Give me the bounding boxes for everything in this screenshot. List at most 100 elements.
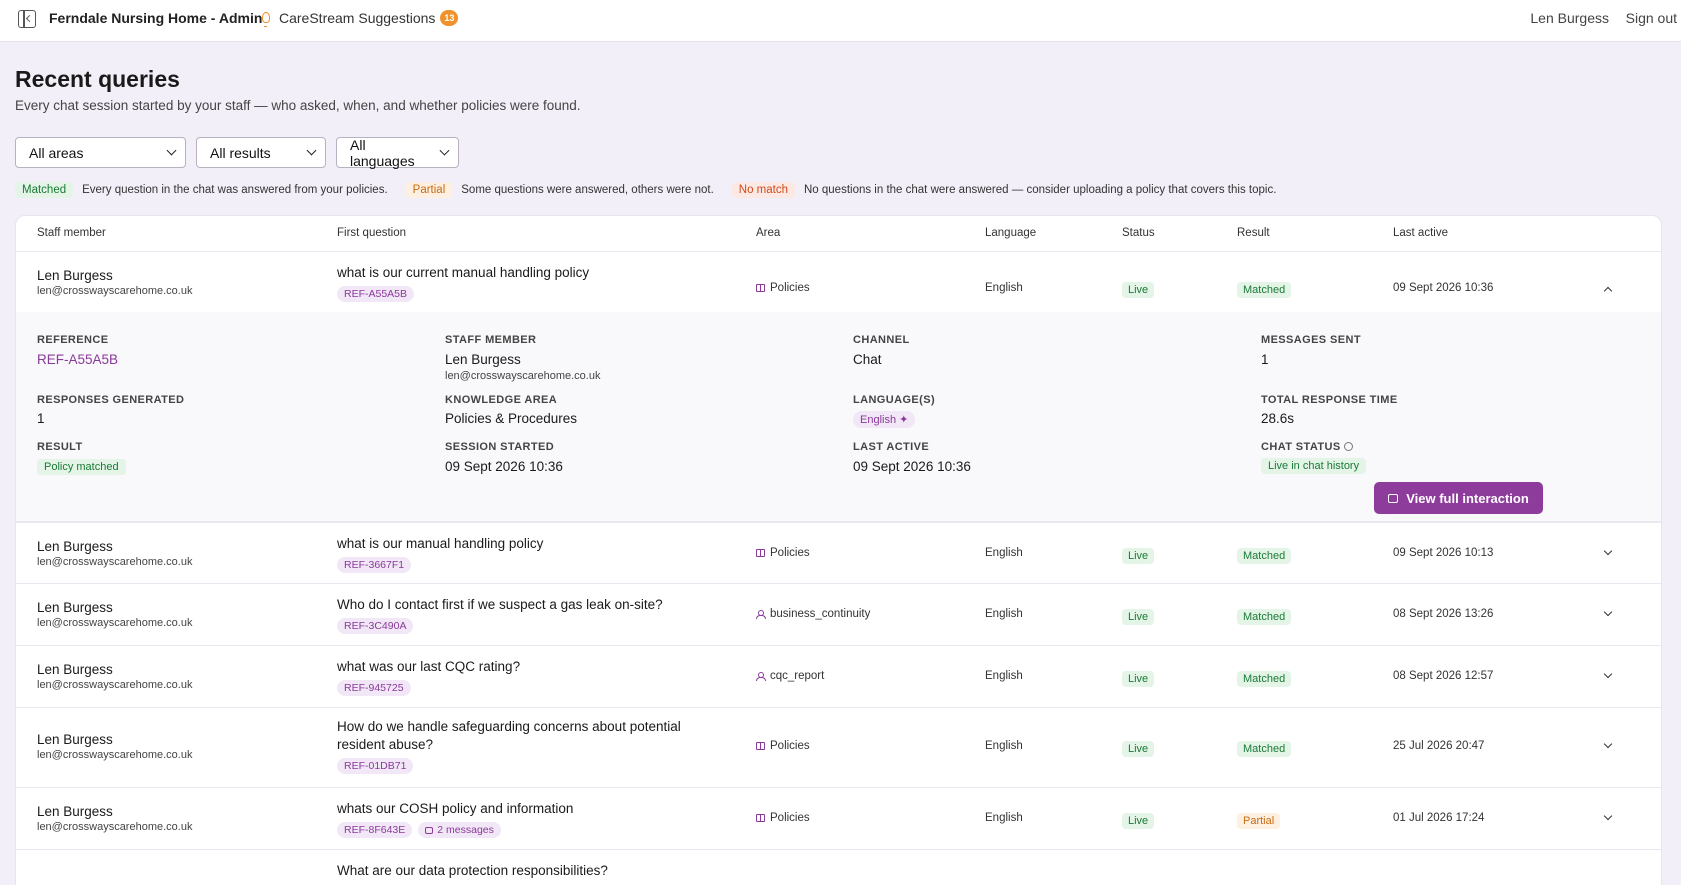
- message-count-label: 2 messages: [437, 824, 494, 836]
- responses-label: Responses generated: [37, 394, 185, 406]
- chevron-down-icon[interactable]: [1603, 811, 1613, 821]
- staff-email: len@crosswayscarehome.co.uk: [37, 617, 193, 629]
- language-filter-value: All languages: [350, 136, 415, 169]
- result-badge: Partial: [1237, 813, 1281, 829]
- chevron-down-icon[interactable]: [1603, 546, 1613, 556]
- language-cell: English: [985, 608, 1023, 620]
- queries-table: Staff member First question Area Languag…: [15, 215, 1662, 885]
- table-row[interactable]: Len Burgess len@crosswayscarehome.co.uk …: [16, 646, 1661, 708]
- view-full-interaction-button[interactable]: View full interaction: [1374, 482, 1543, 514]
- staff-name: Len Burgess: [37, 732, 113, 747]
- table-header: Staff member First question Area Languag…: [16, 216, 1661, 252]
- details-last-active-value: 09 Sept 2026 10:36: [853, 459, 971, 474]
- table-row[interactable]: Len Burgess len@crosswayscarehome.co.uk …: [16, 584, 1661, 646]
- filter-bar: All areas All results All languages: [15, 136, 459, 169]
- response-time-value: 28.6s: [1261, 411, 1295, 426]
- result-badge: Matched: [1237, 548, 1292, 564]
- suggestions-label: CareStream Suggestions: [279, 10, 436, 26]
- language-cell: English: [985, 740, 1023, 752]
- language-filter-select[interactable]: All languages: [336, 136, 459, 169]
- reference-tag: REF-A55A5B: [337, 286, 415, 302]
- book-icon: [756, 814, 765, 822]
- page-title: Recent queries: [15, 66, 180, 92]
- chevron-down-icon[interactable]: [1603, 739, 1613, 749]
- area-cell: Policies: [756, 282, 810, 294]
- first-question: Who do I contact first if we suspect a g…: [337, 597, 663, 612]
- session-started-label: Session started: [445, 441, 555, 453]
- sidebar-toggle-icon[interactable]: [18, 10, 36, 28]
- col-question: First question: [337, 227, 407, 239]
- first-question: what is our current manual handling poli…: [337, 265, 590, 280]
- languages-label: Language(s): [853, 394, 936, 406]
- area-label: cqc_report: [770, 670, 825, 682]
- top-bar: Ferndale Nursing Home - Admin CareStream…: [0, 0, 1681, 42]
- col-area: Area: [756, 227, 781, 239]
- session-started-value: 09 Sept 2026 10:36: [445, 459, 563, 474]
- reference-link[interactable]: REF-A55A5B: [37, 352, 119, 367]
- language-cell: English: [985, 812, 1023, 824]
- reference-tag: REF-945725: [337, 680, 411, 696]
- reference-tag: REF-3667F1: [337, 557, 412, 573]
- status-badge: Live: [1122, 609, 1155, 625]
- table-row[interactable]: Len Burgess len@crosswayscarehome.co.uk …: [16, 708, 1661, 788]
- col-language: Language: [985, 227, 1037, 239]
- lightbulb-icon: [262, 11, 270, 27]
- staff-email: len@crosswayscarehome.co.uk: [37, 556, 193, 568]
- message-count-tag: 2 messages: [418, 822, 501, 838]
- sign-out-button[interactable]: Sign out: [1625, 10, 1677, 26]
- table-row[interactable]: Len Burgess len@crosswayscarehome.co.uk …: [16, 252, 1661, 522]
- chat-status-badge: Live in chat history: [1261, 458, 1367, 474]
- chat-status-label: Chat status: [1261, 441, 1353, 453]
- result-filter-select[interactable]: All results: [196, 137, 326, 168]
- suggestions-link[interactable]: CareStream Suggestions 13: [262, 10, 459, 27]
- table-row[interactable]: Len Burgess len@crosswayscarehome.co.uk …: [16, 522, 1661, 584]
- messages-sent-value: 1: [1261, 352, 1269, 367]
- chevron-up-icon[interactable]: [1603, 286, 1613, 296]
- chevron-down-icon: [166, 145, 177, 156]
- status-badge: Live: [1122, 282, 1155, 298]
- table-row[interactable]: What are our data protection responsibil…: [16, 850, 1661, 885]
- status-badge: Live: [1122, 813, 1155, 829]
- area-label: Policies: [770, 282, 810, 294]
- details-last-active-label: Last active: [853, 441, 930, 453]
- page-subtitle: Every chat session started by your staff…: [15, 98, 581, 113]
- knowledge-area-label: Knowledge area: [445, 394, 558, 406]
- area-filter-value: All areas: [29, 144, 84, 161]
- staff-name: Len Burgess: [37, 662, 113, 677]
- info-icon[interactable]: [1343, 442, 1353, 451]
- chevron-down-icon: [306, 145, 317, 156]
- details-staff-email: len@crosswayscarehome.co.uk: [445, 370, 601, 382]
- col-last-active: Last active: [1393, 227, 1448, 239]
- area-label: Policies: [770, 547, 810, 559]
- reference-label: Reference: [37, 334, 109, 346]
- result-badge: Matched: [1237, 282, 1292, 298]
- chevron-down-icon[interactable]: [1603, 669, 1613, 679]
- area-label: business_continuity: [770, 608, 871, 620]
- result-legend: Matched Every question in the chat was a…: [15, 182, 1294, 198]
- first-question: what is our manual handling policy: [337, 536, 544, 551]
- chevron-down-icon[interactable]: [1603, 607, 1613, 617]
- area-filter-select[interactable]: All areas: [15, 137, 186, 168]
- table-row[interactable]: Len Burgess len@crosswayscarehome.co.uk …: [16, 788, 1661, 850]
- responses-value: 1: [37, 411, 45, 426]
- book-icon: [756, 549, 765, 557]
- col-result: Result: [1237, 227, 1270, 239]
- user-name[interactable]: Len Burgess: [1530, 10, 1609, 26]
- last-active-cell: 08 Sept 2026 12:57: [1393, 670, 1494, 682]
- language-chip: English ✦: [853, 411, 916, 428]
- result-badge: Matched: [1237, 609, 1292, 625]
- staff-email: len@crosswayscarehome.co.uk: [37, 285, 193, 297]
- book-icon: [756, 742, 765, 750]
- first-question: What are our data protection responsibil…: [337, 863, 608, 878]
- response-time-label: Total response time: [1261, 394, 1398, 406]
- reference-tag: REF-3C490A: [337, 618, 414, 634]
- language-cell: English: [985, 670, 1023, 682]
- app-title: Ferndale Nursing Home - Admin: [49, 10, 263, 26]
- staff-email: len@crosswayscarehome.co.uk: [37, 749, 193, 761]
- area-cell: Policies: [756, 812, 810, 824]
- col-staff: Staff member: [37, 227, 106, 239]
- legend-nomatch-pill: No match: [731, 182, 795, 198]
- chevron-down-icon: [439, 145, 450, 156]
- last-active-cell: 08 Sept 2026 13:26: [1393, 608, 1494, 620]
- book-icon: [756, 284, 765, 292]
